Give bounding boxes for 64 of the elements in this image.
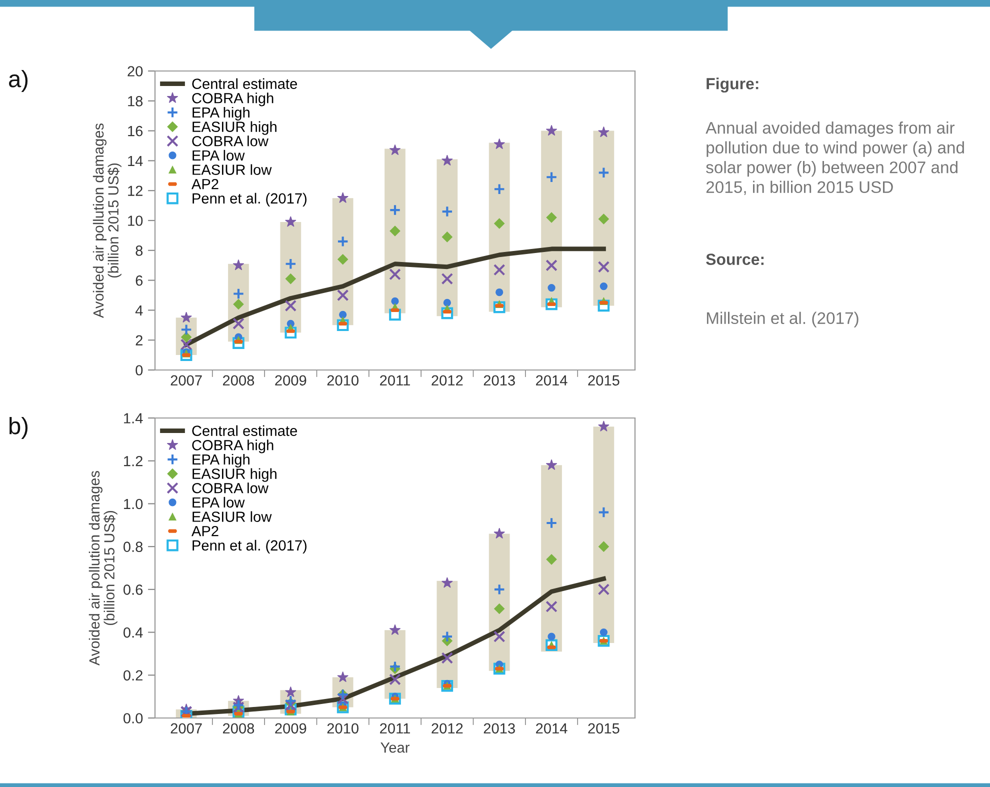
legend-label: Penn et al. (2017) (192, 540, 306, 554)
y-tick-label: 1.4 (124, 413, 143, 424)
y-tick-label: 0.0 (123, 713, 143, 724)
legend-label: EPA high (192, 454, 250, 468)
y-tick-label: 10 (128, 216, 143, 226)
x-tick-label: 2014 (536, 375, 568, 386)
legend-label: Central estimate (192, 425, 297, 436)
x-tick-label: 2007 (170, 723, 202, 734)
y-tick-label: 0.8 (123, 542, 143, 552)
x-tick-label: 2008 (222, 375, 254, 386)
legend-label: COBRA low (192, 136, 268, 146)
legend-label: EASIUR low (192, 164, 272, 175)
text: b) (10, 416, 28, 439)
text: Figure: (706, 78, 758, 93)
x-tick-label: 2007 (170, 375, 202, 386)
x-tick-label: 2014 (536, 723, 568, 734)
x-tick-label: 2008 (222, 723, 254, 734)
x-tick-label: 2009 (275, 723, 306, 734)
x-tick-label: 2012 (432, 723, 463, 734)
y-tick-label: 0.4 (123, 627, 143, 638)
x-tick-label: 2015 (588, 375, 620, 386)
legend-label: COBRA high (192, 440, 274, 454)
y-tick-label: 0.2 (123, 670, 142, 681)
y-tick-label: 16 (128, 126, 143, 136)
legend-label: Central estimate (192, 78, 297, 90)
x-tick-label: 2013 (484, 375, 515, 386)
y-tick-label: 2 (136, 335, 142, 346)
y-axis-title: Avoided air pollution damages (billion 2015 US$) (88, 470, 118, 666)
y-tick-label: 12 (128, 186, 142, 196)
y-tick-label: 14 (128, 156, 143, 166)
x-tick-label: 2012 (432, 375, 463, 386)
legend-label: AP2 (191, 178, 218, 190)
legend-label: EASIUR high (192, 468, 276, 482)
legend-label: EASIUR high (192, 121, 276, 135)
x-tick-label: 2011 (380, 375, 410, 386)
text: Millstein et al. (2017) (706, 312, 858, 328)
y-tick-label: 0.6 (123, 584, 143, 595)
x-tick-label: 2013 (484, 723, 515, 734)
text: Annual avoided damages from air pollution due to wind power (a) and solar power (b) between 2007 and 2015, in billion 2015 USD (706, 122, 964, 196)
legend-label: EASIUR low (192, 511, 272, 522)
legend-label: COBRA low (192, 482, 268, 494)
x-tick-label: 2015 (588, 723, 620, 734)
y-tick-label: 4 (135, 305, 143, 316)
x-tick-label: 2011 (380, 723, 410, 734)
y-tick-label: 6 (136, 275, 143, 286)
legend-label: EPA high (192, 106, 250, 121)
source-note: Source: (706, 254, 764, 265)
y-tick-label: 1.2 (124, 456, 142, 466)
x-axis-title: Year (380, 742, 410, 753)
y-tick-label: 8 (136, 246, 143, 256)
legend-label: AP2 (191, 526, 218, 536)
x-tick-label: 2010 (327, 375, 358, 386)
legend-label: EPA low (192, 150, 245, 161)
y-tick-label: 1.0 (124, 498, 143, 510)
x-tick-label: 2010 (327, 723, 358, 734)
text: a) (9, 70, 28, 92)
y-axis-title: Avoided air pollution damages (billion 2015 US$) (92, 123, 122, 318)
x-tick-label: 2009 (275, 375, 306, 386)
y-tick-label: 0 (136, 365, 143, 376)
y-tick-label: 18 (128, 96, 143, 106)
legend-label: COBRA high (192, 92, 274, 106)
legend-label: Penn et al. (2017) (192, 192, 306, 206)
legend-label: EPA low (192, 496, 245, 508)
y-tick-label: 20 (128, 66, 143, 76)
